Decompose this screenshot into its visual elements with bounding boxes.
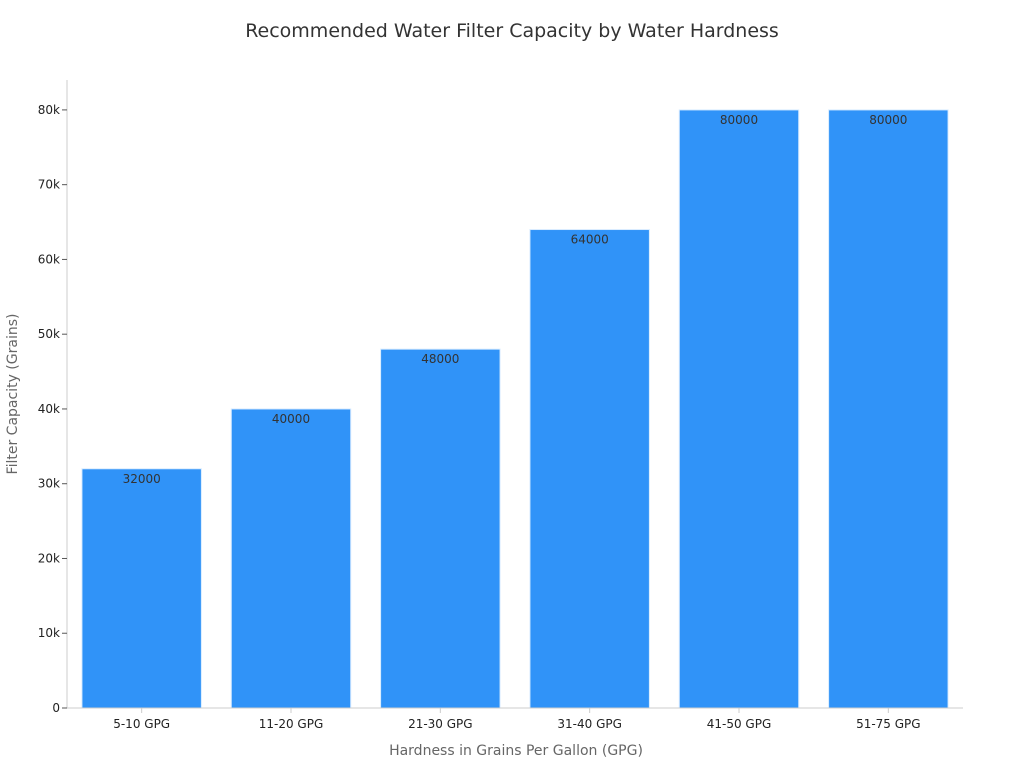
y-axis-ticks: 0 10k 20k 30k 40k 50k 60k 70k 80k [38, 103, 67, 715]
bars-group [81, 109, 949, 709]
bar-3 [529, 229, 650, 709]
bar-value-label-4: 80000 [720, 113, 758, 127]
bar-1 [230, 408, 352, 709]
bar-4 [678, 109, 800, 709]
y-tick-label-5: 50k [38, 327, 60, 341]
bar-2 [380, 348, 501, 709]
bar-value-label-3: 64000 [571, 233, 609, 247]
bar-value-label-1: 40000 [272, 412, 310, 426]
chart-title: Recommended Water Filter Capacity by Wat… [245, 20, 779, 42]
bar-labels-group: 32000 40000 48000 64000 80000 80000 [123, 113, 908, 486]
x-axis-ticks: 5-10 GPG 11-20 GPG 21-30 GPG 31-40 GPG 41-50… [113, 708, 921, 731]
y-tick-label-4: 40k [38, 402, 60, 416]
y-tick-label-0: 0 [52, 701, 60, 715]
x-axis-title: Hardness in Grains Per Gallon (GPG) [389, 743, 643, 759]
x-tick-label-1: 11-20 GPG [259, 717, 324, 731]
x-tick-label-3: 31-40 GPG [557, 717, 622, 731]
bar-value-label-5: 80000 [869, 113, 907, 127]
y-tick-label-7: 70k [38, 178, 60, 192]
y-axis-title: Filter Capacity (Grains) [5, 314, 21, 475]
y-tick-label-8: 80k [38, 103, 60, 117]
bar-value-label-2: 48000 [421, 352, 459, 366]
bar-value-label-0: 32000 [123, 472, 161, 486]
x-tick-label-5: 51-75 GPG [856, 717, 921, 731]
y-tick-label-2: 20k [38, 551, 60, 565]
bar-0 [81, 468, 202, 709]
x-tick-label-0: 5-10 GPG [113, 717, 170, 731]
y-tick-label-3: 30k [38, 477, 60, 491]
y-tick-label-6: 60k [38, 252, 60, 266]
x-tick-label-2: 21-30 GPG [408, 717, 473, 731]
bar-5 [828, 109, 949, 709]
x-tick-label-4: 41-50 GPG [707, 717, 772, 731]
y-tick-label-1: 10k [38, 626, 60, 640]
